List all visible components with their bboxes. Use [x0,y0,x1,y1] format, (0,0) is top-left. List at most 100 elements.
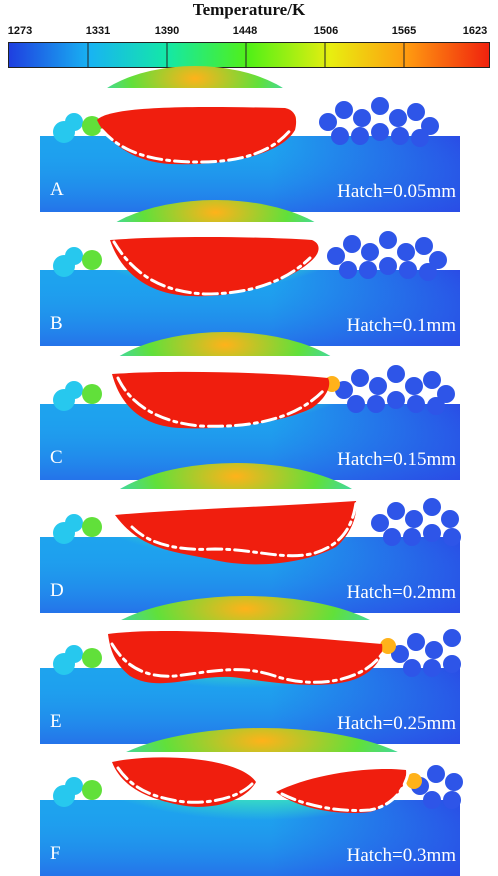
powder-particle [347,395,365,413]
melt-pool [112,371,330,429]
powder-particle [405,377,423,395]
powder-particle [353,109,371,127]
powder-particle [437,385,455,403]
powder-particle [411,129,429,147]
powder-particle [65,777,83,795]
panel-letter: B [50,313,63,334]
panel: E Hatch=0.25mm [40,596,461,744]
melt-pool-simulation [40,66,460,212]
powder-particle [405,510,423,528]
tick-label: 1506 [313,25,339,37]
panel: F Hatch=0.3mm [40,728,463,876]
powder-particle [379,257,397,275]
melt-pool [112,757,407,814]
powder-particle [371,123,389,141]
powder-particle [65,381,83,399]
melt-pool [97,107,297,165]
powder-particle [367,395,385,413]
hatch-label: Hatch=0.2mm [346,582,456,603]
tick-label: 1565 [391,25,417,37]
powder-particle [406,773,422,789]
powder-particle [371,514,389,532]
powder-particle [379,231,397,249]
panel-letter: E [50,711,62,732]
powder-particle [407,395,425,413]
panel-letter: C [50,447,63,468]
colorbar-gradient [9,43,489,67]
powder-particle [427,397,445,415]
powder-particle [359,261,377,279]
panel-letter: A [50,179,64,200]
powder-particle [429,251,447,269]
melt-boundary-line [110,642,384,684]
powder-particle [441,510,459,528]
powder-particle [403,659,421,677]
temperature-colorbar [8,42,490,68]
melt-pool-simulation [40,728,463,876]
powder-particle [391,645,409,663]
powder-particle [445,773,463,791]
powder-particle [387,391,405,409]
melt-boundary-line [100,126,294,164]
melt-boundary-line [112,240,312,296]
powder-particle [327,247,345,265]
powder-particle [351,369,369,387]
hatch-label: Hatch=0.1mm [346,315,456,336]
colorbar-title: Temperature/K [192,0,306,19]
melt-boundary-line [116,376,326,428]
hatch-label: Hatch=0.3mm [346,845,456,866]
powder-particle [423,371,441,389]
melt-pool-simulation [40,596,461,744]
powder-particle [391,127,409,145]
powder-particle [443,655,461,673]
powder-particle [419,263,437,281]
panel-letter: D [50,580,64,601]
powder-particle [443,791,461,809]
powder-particle [403,528,421,546]
powder-particle [389,109,407,127]
powder-particle [387,502,405,520]
powder-particle [371,97,389,115]
powder-particle [407,633,425,651]
melt-pool [108,631,383,685]
powder-particle [399,261,417,279]
powder-particle [397,243,415,261]
powder-particle [443,629,461,647]
powder-particle [421,117,439,135]
panel: A Hatch=0.05mm [40,66,460,212]
melt-pool-simulation [40,463,461,613]
tick-label: 1390 [154,25,180,37]
powder-particle [423,498,441,516]
hatch-label: Hatch=0.05mm [337,181,456,202]
powder-particle [423,791,441,809]
powder-particle [82,384,102,404]
powder-particle [339,261,357,279]
powder-particle [407,103,425,121]
powder-particle [427,765,445,783]
powder-particle [423,659,441,677]
melt-boundary-line [116,766,410,812]
powder-particle [82,116,102,136]
powder-particle [82,648,102,668]
powder-particle [415,237,433,255]
powder-particle [82,517,102,537]
melt-boundary-line [130,501,358,558]
hatch-label: Hatch=0.25mm [337,713,456,734]
powder-particle [335,101,353,119]
tick-label: 1623 [462,25,488,37]
powder-particle [425,641,443,659]
powder-particle [387,365,405,383]
powder-particle [369,377,387,395]
powder-particle [443,528,461,546]
colorbar-ticks: 1273 1331 1390 1448 1506 1565 1623 [0,24,498,38]
powder-particle [82,780,102,800]
panel: C Hatch=0.15mm [40,332,460,480]
melt-pool-simulation [40,332,460,480]
tick-label: 1331 [85,25,111,37]
powder-particle [361,243,379,261]
panel: B Hatch=0.1mm [40,200,460,346]
tick-label: 1273 [7,25,33,37]
panel-letter: F [50,843,61,864]
powder-particle [351,127,369,145]
powder-particle [82,250,102,270]
